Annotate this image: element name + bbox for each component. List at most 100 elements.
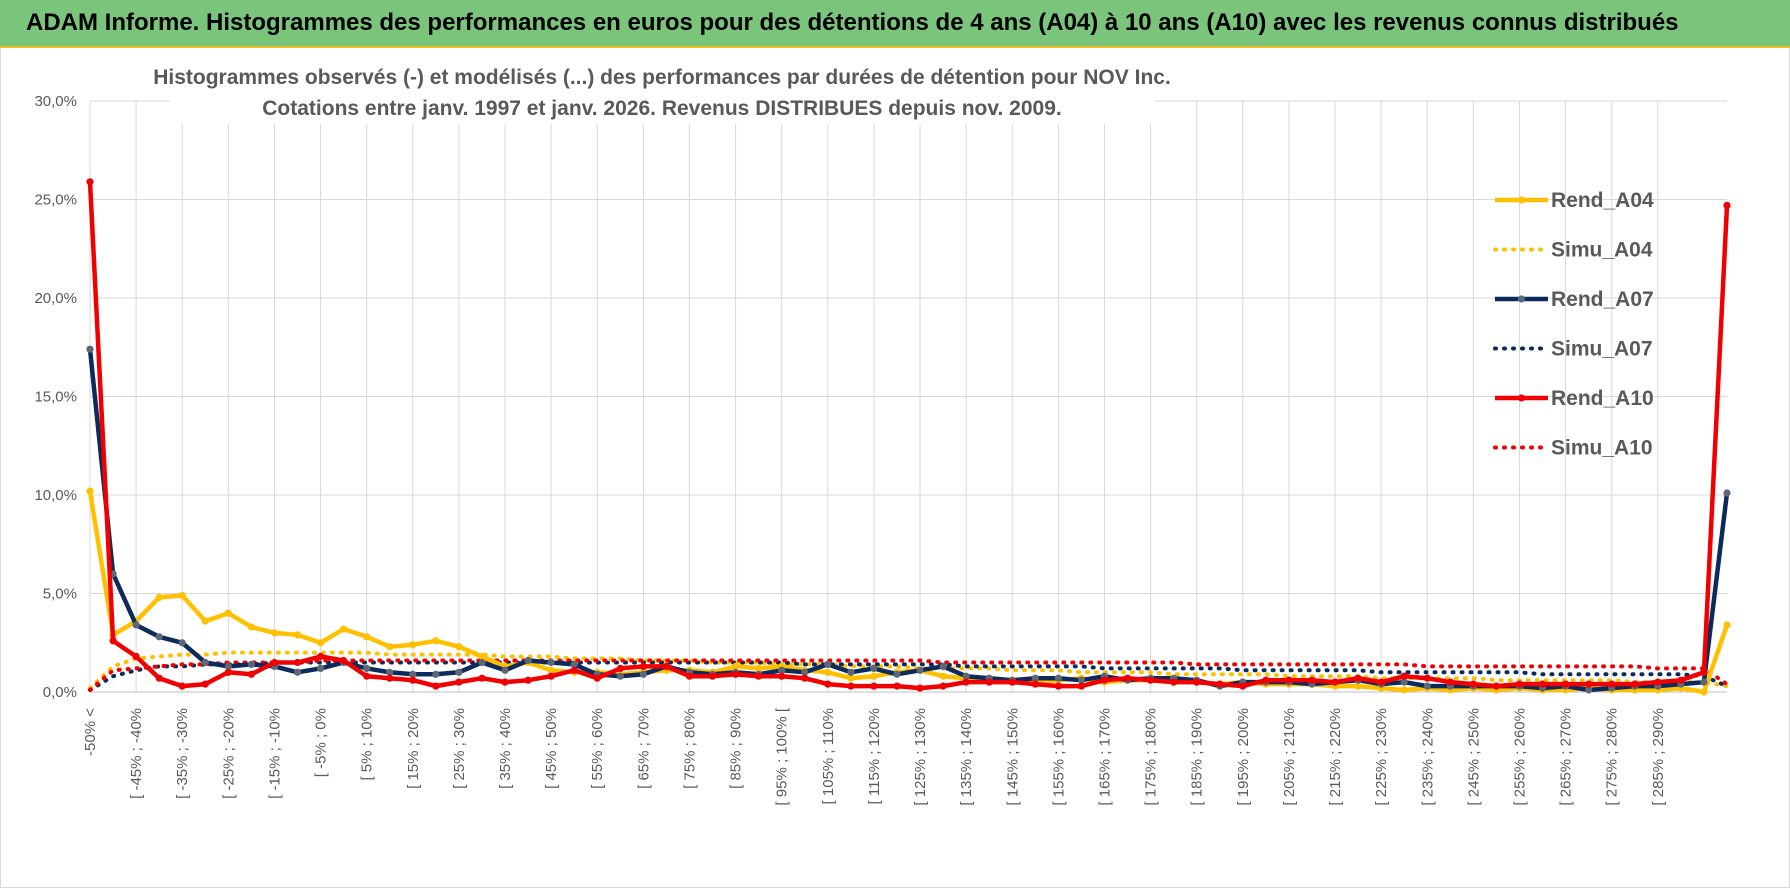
data-point: [916, 684, 924, 692]
data-point: [317, 652, 325, 661]
data-point: [639, 670, 648, 678]
legend-item: Simu_A10: [1493, 437, 1653, 460]
data-point: [870, 664, 878, 673]
x-tick-label: [ 195% ; 200%: [1235, 708, 1252, 806]
data-point: [86, 487, 94, 495]
data-point: [1723, 489, 1731, 497]
y-tick-label: 25,0%: [34, 192, 77, 209]
data-point: [939, 672, 947, 680]
data-point: [178, 639, 186, 647]
data-point: [1723, 201, 1731, 209]
data-point: [847, 682, 855, 690]
legend-label: Simu_A10: [1551, 437, 1653, 460]
legend-item: Rend_A07: [1495, 288, 1654, 311]
x-tick-label: [ 45% ; 50%: [543, 708, 560, 789]
data-point: [801, 668, 809, 676]
data-point: [155, 593, 163, 602]
series-line: [88, 660, 1729, 692]
data-point: [386, 674, 394, 682]
series-line: [87, 348, 1730, 693]
data-point: [639, 662, 648, 671]
data-point: [1285, 676, 1293, 684]
chart-title-group: Histogrammes observés (-) et modélisés (…: [153, 58, 1171, 124]
data-point: [1492, 682, 1500, 690]
x-tick-label: [ 255% ; 260%: [1511, 708, 1528, 806]
data-point: [363, 633, 371, 641]
x-tick-label: [ 75% ; 80%: [681, 708, 698, 789]
data-point: [1054, 674, 1062, 682]
data-point: [293, 658, 302, 667]
y-tick-label: 0,0%: [43, 684, 77, 701]
x-tick-label: [ 15% ; 20%: [405, 708, 422, 789]
data-point: [155, 633, 163, 641]
x-tick-label: [ 55% ; 60%: [589, 708, 606, 789]
data-point: [455, 678, 463, 686]
x-tick-label: [ -5% ; 0%: [313, 708, 330, 777]
data-point: [409, 641, 417, 649]
legend-label: Rend_A10: [1551, 387, 1654, 410]
x-tick-label: [ 95% ; 100% [: [774, 707, 791, 805]
data-point: [1677, 676, 1685, 684]
series: [86, 178, 1731, 696]
data-point: [708, 672, 717, 680]
legend-item: Rend_A10: [1495, 387, 1654, 410]
data-point: [1054, 682, 1062, 690]
data-point: [778, 672, 786, 680]
data-point: [132, 652, 140, 661]
data-point: [247, 670, 255, 678]
data-point: [478, 652, 486, 661]
data-point: [109, 637, 117, 645]
x-tick-label: [ 285% ; 290%: [1650, 708, 1667, 806]
series-simu-a10: [88, 658, 1729, 692]
data-point: [224, 662, 232, 671]
x-tick-label: [ 145% ; 150%: [1004, 708, 1021, 806]
data-point: [455, 643, 463, 651]
data-point: [1585, 680, 1593, 688]
legend-marker: [1517, 196, 1526, 204]
legend-label: Simu_A04: [1551, 239, 1653, 262]
data-point: [201, 658, 209, 667]
data-point: [455, 668, 463, 676]
x-tick-label: -50% <: [82, 708, 99, 756]
x-tick-label: [ 235% ; 240%: [1419, 708, 1436, 806]
series-line: [87, 181, 1730, 691]
x-tick-label: [ -25% ; -20%: [220, 708, 237, 799]
data-point: [570, 660, 578, 669]
data-point: [1538, 680, 1547, 688]
data-point: [1147, 676, 1155, 684]
data-point: [755, 664, 763, 673]
chart-title-line1: Histogrammes observés (-) et modélisés (…: [153, 66, 1171, 89]
line-chart: 0,0% 5,0% 10,0% 15,0% 20,0% 25,0% 30,0% -50% <…: [34, 58, 1731, 806]
report-title: ADAM Informe. Histogrammes des performan…: [26, 9, 1679, 36]
data-point: [593, 674, 601, 682]
chart-title-line2: Cotations entre janv. 1997 et janv. 2026…: [262, 97, 1061, 120]
y-tick-label: 5,0%: [43, 586, 77, 603]
data-point: [478, 658, 486, 667]
x-tick-label: [ -45% ; -40%: [128, 708, 145, 799]
data-point: [432, 670, 440, 678]
data-point: [1031, 674, 1039, 682]
data-point: [501, 666, 509, 674]
data-point: [547, 672, 555, 680]
data-point: [317, 664, 325, 673]
data-point: [1400, 686, 1408, 694]
x-tick-label: [ 135% ; 140%: [958, 708, 975, 806]
data-point: [1239, 682, 1247, 690]
data-point: [1331, 678, 1339, 686]
data-point: [86, 178, 94, 186]
x-tick-label: [ 115% ; 120%: [866, 708, 883, 804]
data-point: [962, 678, 970, 686]
legend: Rend_A04 Simu_A04 Rend_A07 Simu_A07 Rend_A10…: [1493, 189, 1654, 460]
data-point: [1100, 676, 1109, 684]
data-point: [985, 678, 993, 686]
data-point: [755, 672, 763, 680]
data-point: [1723, 621, 1731, 629]
data-point: [1077, 682, 1085, 690]
data-point: [1354, 682, 1362, 690]
x-tick-label: [ 185% ; 190%: [1189, 708, 1206, 806]
data-point: [1446, 678, 1454, 686]
x-axis-ticks: -50% < [ -45% ; -40% [ -35% ; -30% [ -25% ;…: [82, 707, 1667, 805]
data-point: [824, 660, 832, 669]
series-simu-a04: [88, 650, 1729, 691]
